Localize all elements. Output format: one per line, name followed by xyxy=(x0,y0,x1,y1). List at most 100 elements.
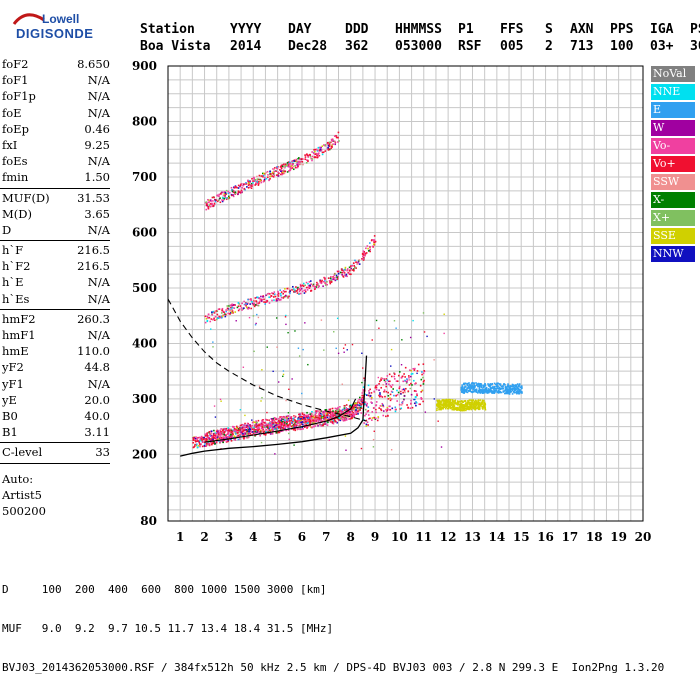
echo-point xyxy=(452,400,455,403)
echo-point xyxy=(485,386,488,389)
param-name: C-level xyxy=(2,445,43,460)
echo-point xyxy=(272,370,274,373)
echo-point xyxy=(220,428,222,430)
echo-point xyxy=(356,262,359,264)
echo-point xyxy=(335,409,338,412)
echo-point xyxy=(443,332,445,335)
echo-point xyxy=(480,390,482,392)
echo-point xyxy=(227,429,229,432)
echo-point xyxy=(324,277,326,279)
echo-point xyxy=(363,401,366,404)
echo-point xyxy=(401,375,404,378)
echo-point xyxy=(261,369,263,371)
echo-point xyxy=(499,388,502,390)
echo-point xyxy=(512,385,515,388)
echo-point xyxy=(433,359,435,361)
echo-point xyxy=(303,289,306,292)
echo-point xyxy=(261,429,263,432)
echo-point xyxy=(393,320,396,322)
echo-point xyxy=(208,201,211,203)
echo-point xyxy=(236,436,239,438)
echo-point xyxy=(478,385,481,387)
echo-point xyxy=(246,186,248,188)
echo-point xyxy=(317,146,320,149)
echo-point xyxy=(513,386,516,389)
param-row: h`F 216.5 xyxy=(0,243,110,259)
echo-point xyxy=(309,417,311,419)
echo-point xyxy=(251,421,254,424)
echo-point xyxy=(337,417,340,419)
echo-point xyxy=(437,403,439,406)
echo-point xyxy=(281,165,284,168)
echo-point xyxy=(315,410,317,412)
param-row: foF2 8.650 xyxy=(0,57,110,73)
echo-point xyxy=(345,414,348,416)
echo-point xyxy=(229,435,232,438)
echo-point xyxy=(391,384,394,386)
echo-point xyxy=(503,383,505,385)
header-field: 713 xyxy=(570,39,594,54)
echo-point xyxy=(483,384,485,387)
echo-point xyxy=(310,412,313,415)
echo-point xyxy=(299,428,302,431)
echo-point xyxy=(218,431,221,434)
echo-point xyxy=(394,408,397,411)
echo-point xyxy=(374,385,377,387)
echo-point xyxy=(252,428,254,431)
echo-point xyxy=(443,404,446,407)
echo-point xyxy=(208,431,211,433)
echo-point xyxy=(445,404,448,407)
echo-point xyxy=(306,289,309,291)
echo-point xyxy=(274,428,276,431)
echo-point xyxy=(263,424,265,427)
echo-point xyxy=(235,431,238,433)
echo-point xyxy=(317,420,320,423)
echo-point xyxy=(324,150,327,152)
echo-point xyxy=(226,307,229,310)
echo-point xyxy=(477,405,480,408)
echo-point xyxy=(212,434,215,436)
echo-point xyxy=(339,417,342,420)
echo-point xyxy=(204,315,207,318)
echo-point xyxy=(271,424,273,427)
echo-point xyxy=(227,440,229,443)
echo-point xyxy=(337,131,340,134)
profile-curves xyxy=(168,298,368,457)
echo-point xyxy=(228,437,231,439)
echo-point xyxy=(283,415,285,418)
echo-point xyxy=(256,421,258,424)
echo-point xyxy=(446,400,449,402)
echo-point xyxy=(324,144,327,147)
param-row: foE N/A xyxy=(0,106,110,122)
echo-point xyxy=(371,339,373,341)
echo-point xyxy=(517,388,520,391)
echo-point xyxy=(328,439,331,441)
echo-point xyxy=(287,427,290,430)
echo-point xyxy=(250,431,252,433)
echo-point xyxy=(326,283,328,286)
echo-point xyxy=(238,303,241,305)
x-tick-label: 3 xyxy=(225,530,233,544)
echo-point xyxy=(269,426,272,429)
echo-point xyxy=(251,302,254,305)
echo-point xyxy=(503,383,505,386)
echo-point xyxy=(345,273,348,276)
echo-point xyxy=(371,411,374,413)
echo-point xyxy=(255,430,257,432)
echo-point xyxy=(245,436,248,439)
echo-point xyxy=(448,404,451,406)
echo-point xyxy=(303,292,306,294)
echo-point xyxy=(298,161,300,163)
echo-point xyxy=(275,426,278,429)
echo-point xyxy=(216,432,219,435)
echo-point xyxy=(285,290,287,293)
echo-point xyxy=(310,420,312,423)
echo-point xyxy=(234,431,237,434)
echo-point xyxy=(475,390,478,393)
echo-point xyxy=(208,438,211,441)
echo-point xyxy=(336,276,338,279)
echo-point xyxy=(351,416,353,419)
echo-point xyxy=(422,372,425,375)
echo-point xyxy=(355,261,357,263)
echo-point xyxy=(371,419,373,421)
